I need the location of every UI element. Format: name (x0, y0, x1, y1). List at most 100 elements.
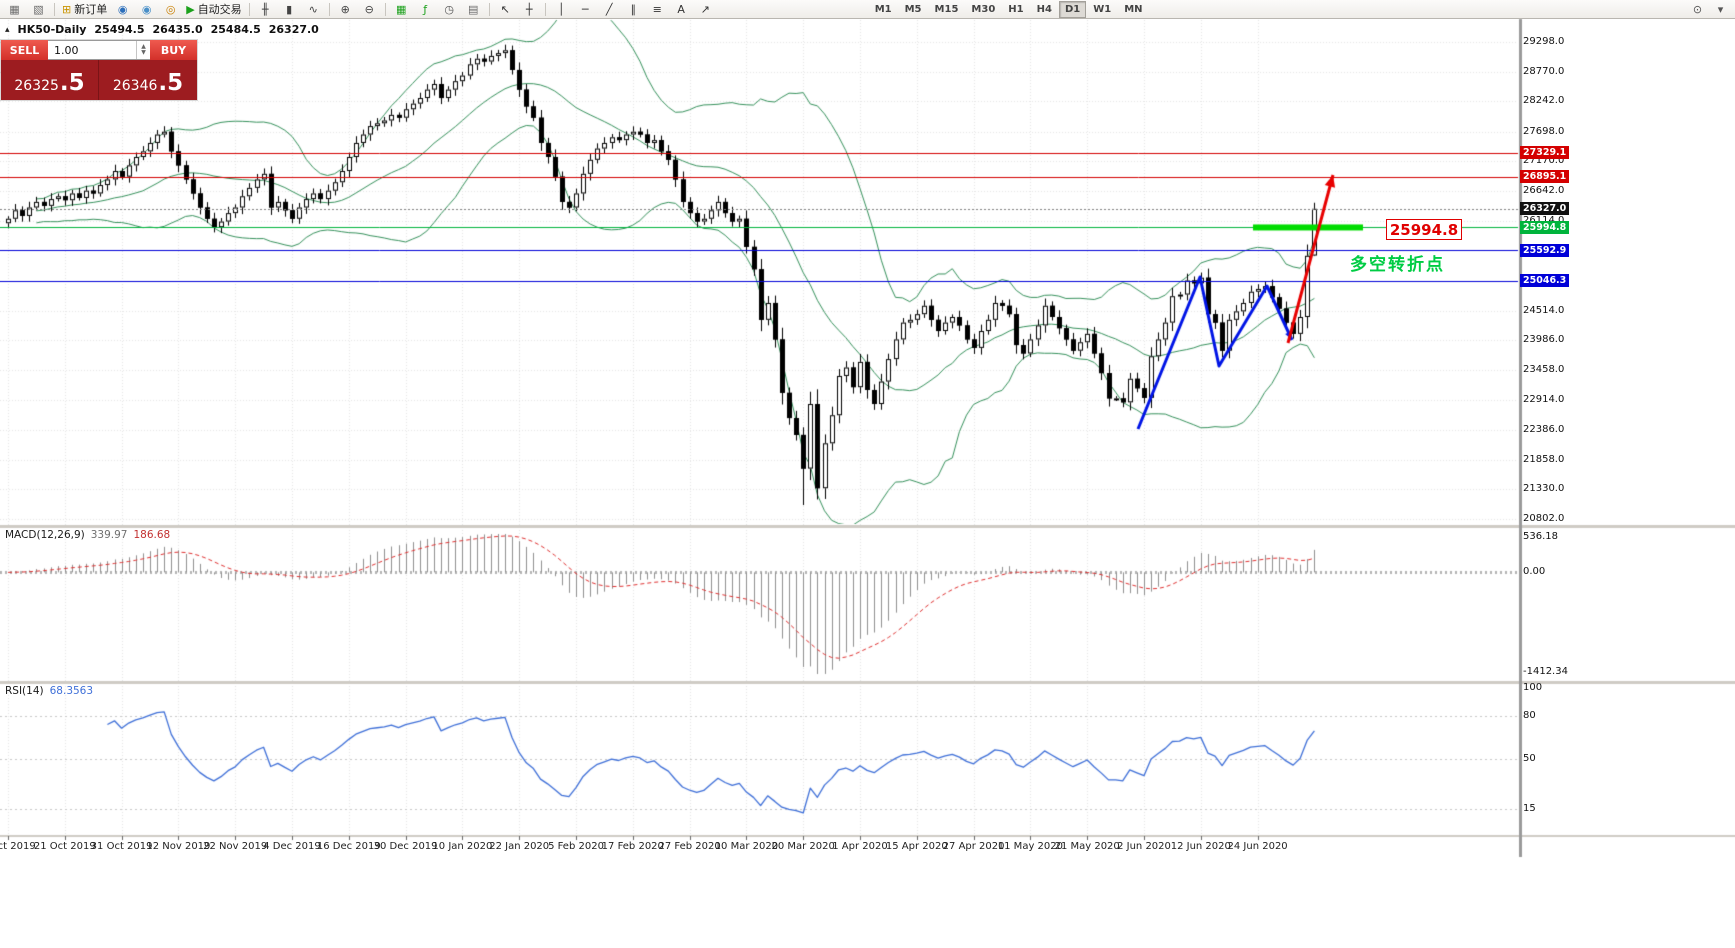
new-chart-icon[interactable]: ▦ (9, 2, 20, 16)
sell-button[interactable]: SELL (1, 40, 48, 60)
date-label: 20 Mar 2020 (771, 841, 835, 852)
date-label: 30 Dec 2019 (373, 841, 438, 852)
open-value: 25494.5 (94, 23, 145, 36)
zoom-in-icon[interactable]: ⊕ (340, 2, 350, 16)
timeframe-m5[interactable]: M5 (904, 3, 922, 15)
date-label: 4 Dec 2019 (263, 841, 321, 852)
price-scale-label: 27170.0 (1523, 155, 1565, 167)
volume-stepper[interactable]: ▲ ▼ (136, 41, 150, 59)
toolbar-separator (384, 2, 386, 16)
price-scale-label: 27698.0 (1523, 125, 1565, 137)
stepper-up-icon[interactable]: ▲ (141, 43, 146, 50)
rsi-scale-label: 100 (1523, 682, 1543, 693)
rsi-scale-label: 50 (1523, 753, 1536, 764)
buy-price[interactable]: 26346 .5 (99, 60, 197, 100)
timeframe-m1[interactable]: M1 (874, 3, 892, 15)
new-order-button[interactable]: ⊞ 新订单 (62, 2, 108, 16)
market-icon[interactable]: ◎ (165, 2, 176, 16)
price-scale-label: 28242.0 (1523, 95, 1565, 107)
toolbar-separator (488, 2, 490, 16)
price-scale-label: 28770.0 (1523, 65, 1565, 77)
cursor-icon[interactable]: ↖ (500, 2, 510, 16)
date-label: 12 Nov 2019 (146, 841, 211, 852)
periods-icon[interactable]: ◷ (444, 2, 454, 16)
crosshair-icon[interactable]: ┼ (525, 2, 533, 16)
text-icon[interactable]: A (677, 2, 685, 16)
search-icon[interactable]: ⊙ (1692, 2, 1703, 16)
close-value: 26327.0 (268, 23, 319, 36)
volume-value[interactable]: 1.00 (54, 43, 79, 57)
horizontal-line-icon[interactable]: ─ (581, 2, 589, 16)
turning-point-note: 多空转折点 (1350, 255, 1445, 275)
chart-title: ▴ HK50-Daily 25494.5 26435.0 25484.5 263… (5, 23, 319, 36)
price-scale-label: 20802.0 (1523, 513, 1565, 524)
bar-chart-icon[interactable]: ╫ (261, 2, 269, 16)
price-line-label: 25994.8 (1520, 220, 1570, 234)
toolbar-separator (54, 2, 55, 16)
date-label: 17 Feb 2020 (601, 841, 664, 852)
date-label: 5 Feb 2020 (548, 841, 604, 852)
vertical-line-icon[interactable]: │ (557, 2, 565, 16)
toolbar-separator (544, 2, 546, 16)
toolbar: ▦ ▧ ⊞ 新订单 ◉ ◉ ◎ ▶ 自动交易 ╫ ▮ ∿ ⊕ ⊖ ▦ ƒ ◷ ▤ ↖ ┼ │ ─ ╱ ∥ ≡ A ↗ M1 M5 M15 M… (0, 0, 1735, 19)
candlestick-chart-icon[interactable]: ▮ (286, 2, 293, 16)
date-label: 21 Oct 2019 (33, 841, 96, 852)
sell-price-main: 26325 (14, 78, 59, 94)
macd-scale-label: -1412.34 (1523, 666, 1568, 677)
community-icon[interactable]: ◉ (117, 2, 128, 16)
date-label: 1 Apr 2020 (832, 841, 888, 852)
timeframe-h1[interactable]: H1 (1008, 3, 1024, 15)
price-scale-label: 26114.0 (1523, 215, 1564, 226)
rsi-value: 68.3563 (49, 685, 94, 697)
timeframe-m30[interactable]: M30 (971, 3, 996, 15)
buy-price-main: 26346 (112, 78, 158, 94)
macd-name: MACD(12,26,9) (5, 529, 85, 541)
zoom-out-icon[interactable]: ⊖ (364, 2, 374, 16)
indicators-icon[interactable]: ƒ (423, 2, 428, 16)
autotrading-button[interactable]: ▶ 自动交易 (186, 2, 242, 16)
trendline-icon[interactable]: ╱ (605, 2, 613, 16)
date-label: 12 Jun 2020 (1170, 841, 1231, 852)
timeframe-d1[interactable]: D1 (1058, 0, 1087, 18)
timeframe-mn[interactable]: MN (1124, 3, 1143, 15)
date-label: 16 Dec 2019 (316, 841, 381, 852)
date-label: 10 Mar 2020 (714, 841, 779, 852)
rsi-scale-label: 80 (1523, 710, 1536, 722)
timeframe-h4[interactable]: H4 (1036, 3, 1052, 15)
date-label: 2 Jun 2020 (1117, 841, 1171, 852)
tile-windows-icon[interactable]: ▦ (395, 2, 407, 16)
price-line-label: 27329.1 (1520, 146, 1570, 160)
arrows-icon[interactable]: ↗ (700, 2, 710, 16)
price-scale-label: 22914.0 (1523, 394, 1565, 406)
price-scale-label: 24514.0 (1523, 304, 1565, 316)
toolbar-separator (248, 2, 250, 16)
fibonacci-icon[interactable]: ≡ (652, 2, 662, 16)
price-callout-box: 25994.8 (1386, 219, 1462, 240)
mql5-icon[interactable]: ◉ (141, 2, 152, 16)
rsi-name: RSI(14) (5, 685, 44, 697)
one-click-toggle-icon[interactable]: ▴ (5, 24, 10, 35)
more-icon[interactable]: ▾ (1717, 2, 1724, 16)
sell-price[interactable]: 26325 .5 (1, 60, 99, 100)
volume-input[interactable]: 1.00 ▲ ▼ (48, 40, 150, 60)
date-label: 27 Feb 2020 (658, 841, 721, 852)
timeframe-w1[interactable]: W1 (1093, 3, 1112, 15)
timeframe-m15[interactable]: M15 (934, 3, 959, 15)
price-scale-label: 21330.0 (1523, 483, 1565, 495)
price-scale-label: 22386.0 (1523, 424, 1565, 436)
price-scale-label: 26642.0 (1523, 185, 1565, 197)
macd-scale-label: 0.00 (1523, 566, 1546, 578)
stepper-down-icon[interactable]: ▼ (141, 49, 146, 56)
templates-icon[interactable]: ▤ (467, 2, 479, 16)
chart-profiles-icon[interactable]: ▧ (33, 2, 44, 16)
price-line-label: 25592.9 (1520, 243, 1570, 257)
date-label: 31 Oct 2019 (90, 841, 153, 852)
channel-icon[interactable]: ∥ (630, 2, 636, 16)
macd-scale-label: 536.18 (1523, 531, 1558, 542)
buy-button[interactable]: BUY (150, 40, 197, 60)
toolbar-separator (328, 2, 330, 16)
line-chart-icon[interactable]: ∿ (308, 2, 318, 16)
sell-price-frac: .5 (59, 70, 85, 96)
price-scale-label: 21858.0 (1523, 453, 1565, 465)
